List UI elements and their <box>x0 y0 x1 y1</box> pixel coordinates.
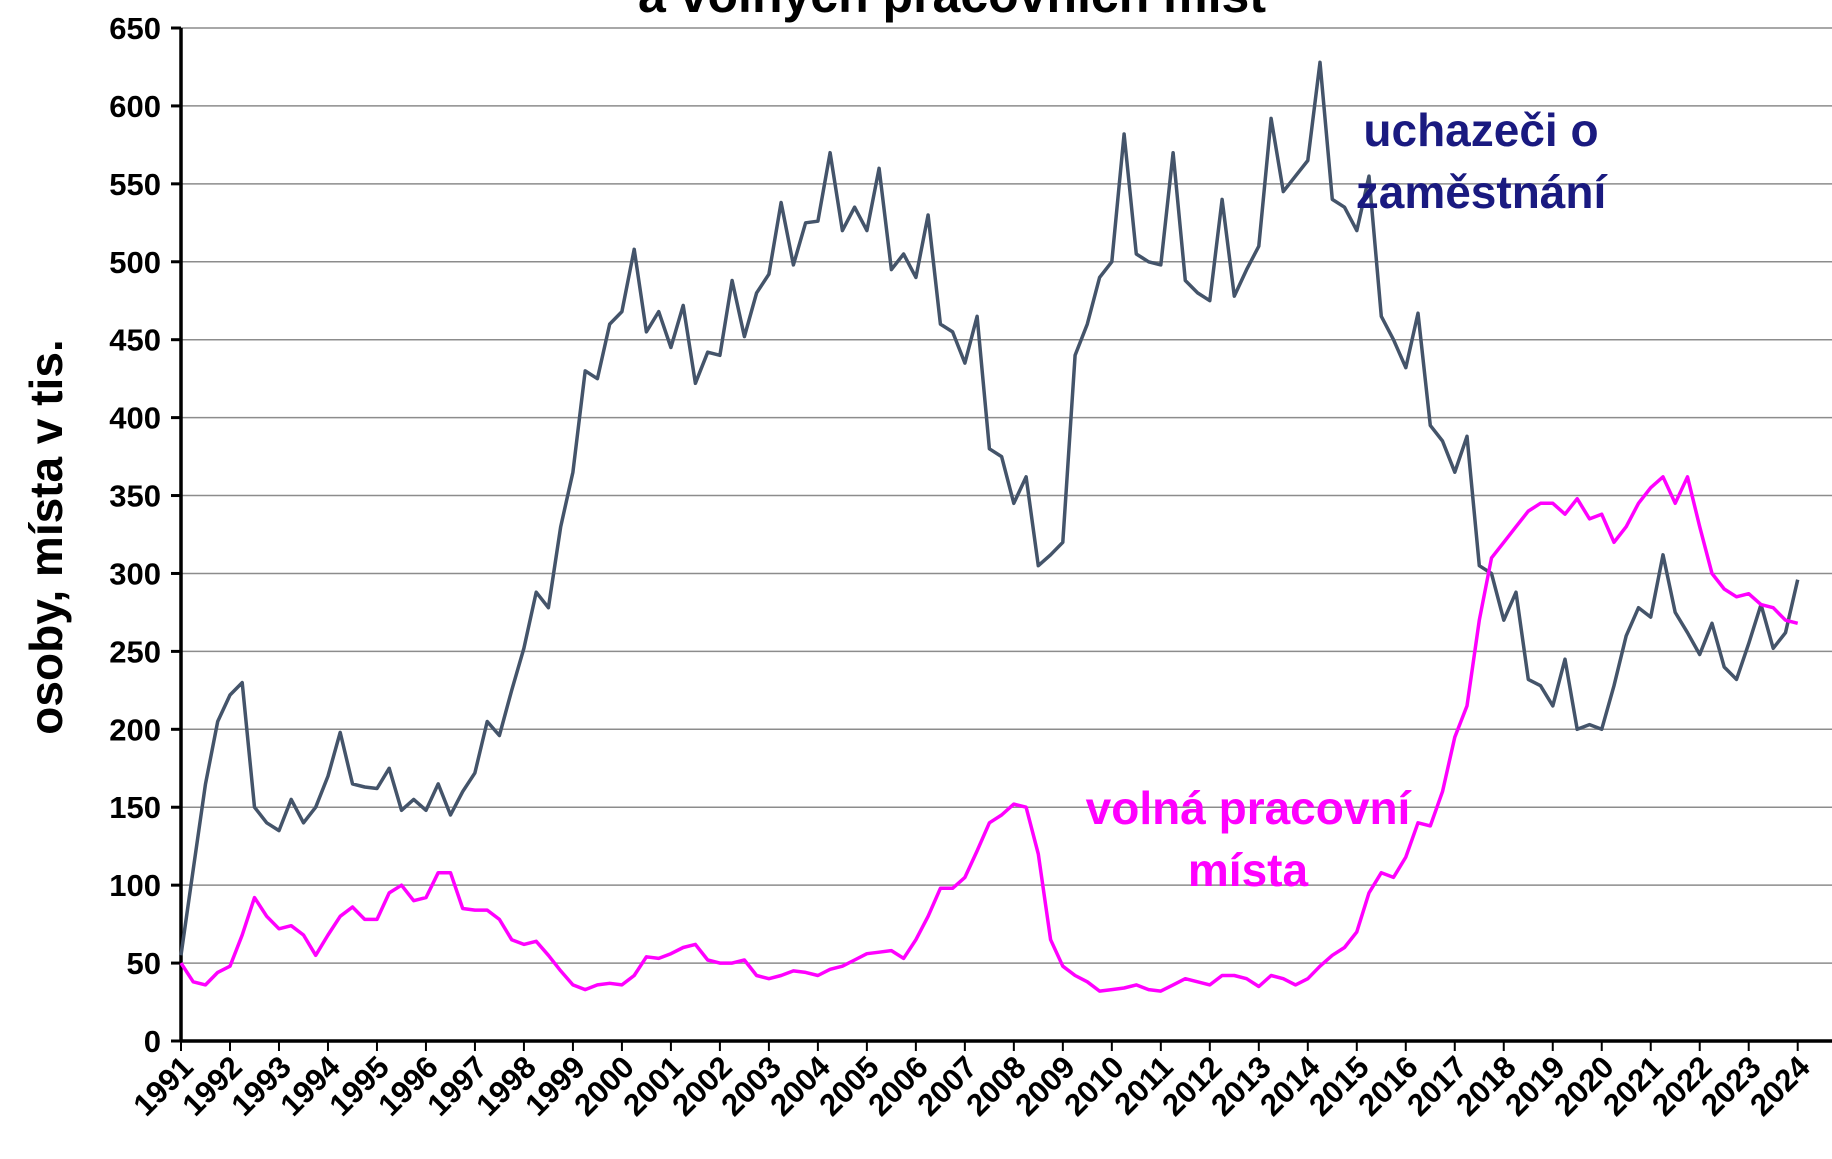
y-tick-label: 250 <box>109 634 161 669</box>
y-tick-label: 650 <box>109 11 161 46</box>
y-tick-label: 0 <box>144 1024 161 1059</box>
y-tick-label: 500 <box>109 245 161 280</box>
series-line <box>179 60 1800 956</box>
y-tick-label: 50 <box>127 946 161 981</box>
series-label: místa <box>1188 844 1309 896</box>
chart-title: a volných pracovních míst <box>638 0 1266 23</box>
y-axis-label: osoby, místa v tis. <box>20 339 72 734</box>
y-tick-label: 450 <box>109 323 161 358</box>
y-tick-label: 150 <box>109 790 161 825</box>
y-tick-label: 550 <box>109 167 161 202</box>
y-tick-label: 600 <box>109 89 161 124</box>
y-tick-label: 300 <box>109 556 161 591</box>
y-tick-label: 100 <box>109 868 161 903</box>
y-tick-label: 200 <box>109 712 161 747</box>
series-label: zaměstnání <box>1356 166 1609 218</box>
x-tick-label: 2024 <box>1743 1049 1817 1123</box>
y-tick-label: 400 <box>109 401 161 436</box>
series-label: uchazeči o <box>1363 104 1598 156</box>
y-tick-label: 350 <box>109 479 161 514</box>
series-label: volná pracovní <box>1086 782 1413 834</box>
series-line <box>179 475 1799 993</box>
